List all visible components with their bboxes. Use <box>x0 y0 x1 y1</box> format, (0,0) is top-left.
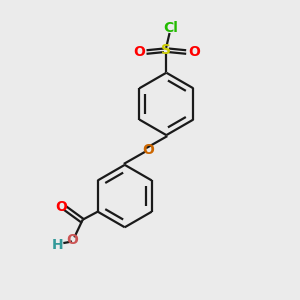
Text: O: O <box>133 45 145 59</box>
Text: O: O <box>56 200 68 214</box>
Text: H: H <box>52 238 64 252</box>
Text: O: O <box>188 45 200 59</box>
Text: Cl: Cl <box>164 21 178 35</box>
Text: O: O <box>66 233 78 247</box>
Text: S: S <box>161 44 171 57</box>
Text: O: O <box>142 143 154 157</box>
